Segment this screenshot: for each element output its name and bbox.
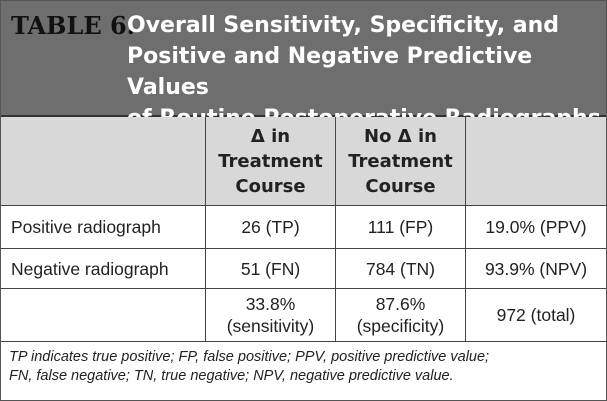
header-cell: Δ in Treatment Course (206, 117, 336, 206)
header-line: Course (365, 175, 436, 197)
cell-line: (sensitivity) (226, 316, 315, 336)
header-line: Treatment (218, 150, 323, 172)
cell-line: 33.8% (245, 294, 296, 314)
header-line: No Δ in (364, 125, 437, 147)
footnote: TP indicates true positive; FP, false po… (1, 342, 606, 400)
footnote-line: TP indicates true positive; FP, false po… (9, 349, 490, 365)
cell-line: 93.9% (NPV) (484, 258, 588, 279)
table-cell: 87.6% (specificity) (336, 289, 466, 342)
table-title: Overall Sensitivity, Specificity, and Pos… (127, 10, 606, 134)
table-cell: 51 (FN) (206, 249, 336, 289)
table-cell: 784 (TN) (336, 249, 466, 289)
footnote-line: FN, false negative; TN, true negative; N… (9, 368, 454, 384)
cell-line: 784 (TN) (365, 258, 436, 279)
table-label: TABLE 6. (11, 11, 136, 40)
table-cell: Positive radiograph (1, 206, 206, 249)
table-cell (1, 289, 206, 342)
cell-line: 87.6% (375, 294, 426, 314)
header-cell (1, 117, 206, 206)
cell-line: 19.0% (PPV) (485, 217, 587, 237)
title-line: Overall Sensitivity, Specificity, and (127, 13, 559, 38)
cell-line: Negative radiograph (11, 258, 169, 279)
title-line: Positive and Negative Predictive Values (127, 44, 533, 100)
cell-line: 111 (FP) (367, 217, 434, 237)
header-line: Δ in (250, 125, 291, 147)
table-cell: 93.9% (NPV) (466, 249, 606, 289)
header-cell: No Δ in Treatment Course (336, 117, 466, 206)
cell-line: 26 (TP) (241, 217, 300, 237)
header-line: Course (235, 175, 306, 197)
header-cell (466, 117, 606, 206)
table-cell: 26 (TP) (206, 206, 336, 249)
table-cell: 111 (FP) (336, 206, 466, 249)
title-bar: TABLE 6. Overall Sensitivity, Specificit… (1, 1, 606, 131)
cell-line: (specificity) (356, 316, 445, 336)
table-cell: Negative radiograph (1, 249, 206, 289)
cell-line: 51 (FN) (240, 258, 301, 279)
table-cell: 33.8% (sensitivity) (206, 289, 336, 342)
table-cell: 19.0% (PPV) (466, 206, 606, 249)
header-line: Treatment (348, 150, 453, 172)
table-cell: 972 (total) (466, 289, 606, 342)
cell-line: Positive radiograph (11, 217, 161, 237)
cell-line: 972 (total) (496, 305, 576, 325)
